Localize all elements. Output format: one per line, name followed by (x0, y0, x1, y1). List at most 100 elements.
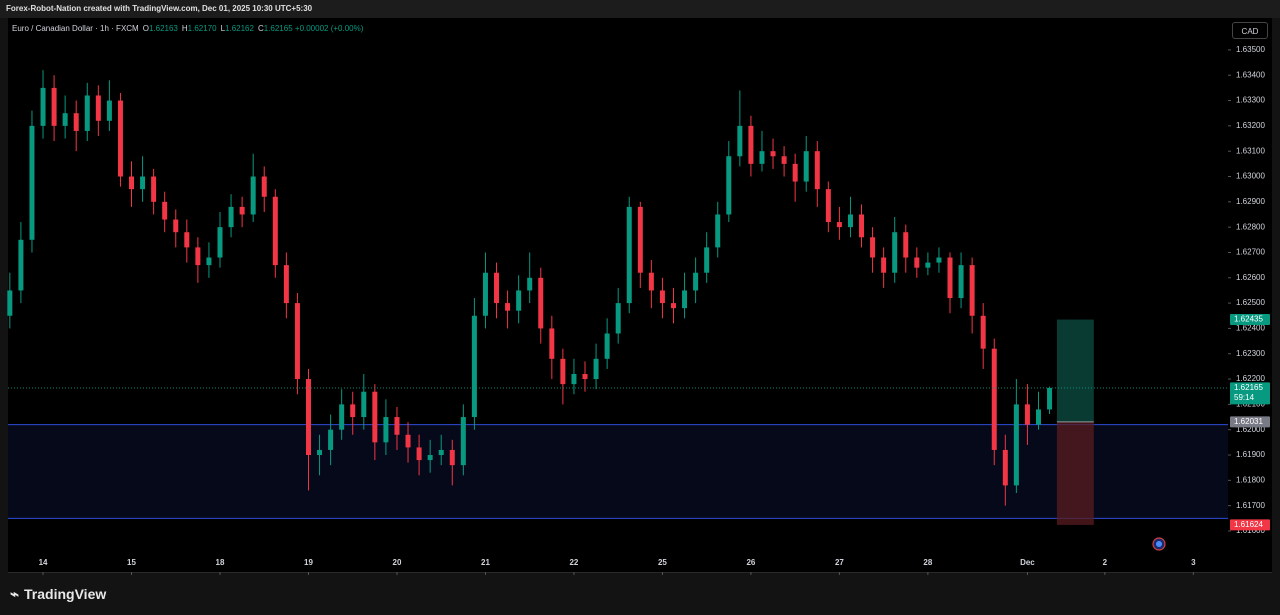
y-tick-label: 1.63300 (1236, 96, 1265, 105)
candle-body (870, 237, 876, 258)
candle-body (162, 201, 168, 220)
candle-body (936, 257, 942, 263)
x-tick-label: 2 (1103, 558, 1108, 567)
candle-body (51, 87, 57, 126)
ohlc-value: 1.62165 (263, 24, 293, 33)
candle-body (836, 222, 842, 228)
candle-body (538, 277, 544, 329)
candle-body (184, 232, 190, 248)
candle-body (106, 100, 112, 121)
candle-body (1047, 387, 1053, 410)
candle-body (294, 303, 300, 380)
candle-body (471, 315, 477, 418)
candle-body (637, 206, 643, 273)
candle-body (659, 290, 665, 304)
y-tick-label: 1.63000 (1236, 172, 1265, 181)
candle-body (317, 449, 323, 456)
y-tick-label: 1.61600 (1236, 526, 1265, 535)
x-tick-label: 28 (923, 558, 932, 567)
candle-body (903, 232, 909, 258)
y-tick-label: 1.63100 (1236, 146, 1265, 155)
entry-tag: 1.62031 (1234, 417, 1263, 426)
candle-body (261, 176, 267, 197)
candle-body (305, 379, 311, 456)
x-tick-label: 14 (39, 558, 48, 567)
x-tick-label: 15 (127, 558, 136, 567)
candle-body (958, 265, 964, 299)
candle-body (482, 272, 488, 316)
y-tick-label: 1.62800 (1236, 222, 1265, 231)
candle-body (405, 434, 411, 448)
stop-tag: 1.61624 (1234, 520, 1263, 529)
candle-body (505, 303, 511, 311)
y-tick-label: 1.61800 (1236, 475, 1265, 484)
candle-body (1013, 404, 1019, 486)
candle-body (494, 272, 500, 304)
candle-body (272, 196, 278, 266)
candle-body (648, 272, 654, 291)
candle-body (781, 156, 787, 164)
change: +0.00002 (+0.00%) (294, 24, 364, 33)
ohlc-label: O (142, 24, 149, 33)
candle-body (328, 429, 334, 450)
candle-body (449, 449, 455, 466)
y-tick-label: 1.62200 (1236, 374, 1265, 383)
candle-body (991, 348, 997, 450)
candle-body (73, 113, 79, 131)
candle-body (416, 447, 422, 461)
candle-body (151, 176, 157, 202)
candle-body (29, 125, 35, 240)
currency-button[interactable]: CAD (1232, 22, 1268, 39)
candle-body (892, 232, 898, 273)
candle-body (549, 328, 555, 359)
candle-body (140, 176, 146, 190)
candle-body (361, 391, 367, 418)
position-profit (1056, 319, 1094, 422)
candle-body (593, 358, 599, 380)
candle-body (516, 290, 522, 311)
candle-body (383, 417, 389, 443)
candle-body (881, 257, 887, 273)
candle-body (859, 214, 865, 238)
candle-body (947, 257, 953, 299)
candle-body (460, 417, 466, 466)
last-price-tag-countdown: 59:14 (1234, 393, 1255, 402)
entry-tag-bg (1230, 416, 1270, 428)
x-tick-label: 21 (481, 558, 490, 567)
candle-body (737, 125, 743, 157)
y-tick-label: 1.62500 (1236, 298, 1265, 307)
candle-body (925, 262, 931, 268)
candle-body (283, 265, 289, 304)
x-tick-label: 19 (304, 558, 313, 567)
candle-body (95, 95, 101, 121)
price-axis (1228, 18, 1272, 572)
x-tick-label: 20 (393, 558, 402, 567)
candle-body (372, 391, 378, 443)
y-tick-label: 1.63200 (1236, 121, 1265, 130)
candle-body (206, 257, 212, 266)
target-tag: 1.62435 (1234, 315, 1263, 324)
y-tick-label: 1.61900 (1236, 450, 1265, 459)
brand: TradingView (24, 586, 107, 602)
stop-tag-bg (1230, 519, 1270, 531)
candle-body (195, 247, 201, 266)
candle-body (615, 303, 621, 334)
candle-body (582, 373, 588, 380)
candle-body (980, 315, 986, 349)
symbol: Euro / Canadian Dollar · 1h · FXCM (12, 24, 139, 33)
position-loss (1056, 421, 1094, 525)
x-tick-label: 26 (746, 558, 755, 567)
candle-body (40, 87, 46, 126)
candle-body (427, 455, 433, 461)
candle-body (438, 449, 444, 456)
candle-body (239, 206, 245, 215)
candle-body (969, 265, 975, 316)
candle-body (129, 176, 135, 190)
y-tick-label: 1.62000 (1236, 425, 1265, 434)
candle-body (792, 163, 798, 182)
candle-body (803, 151, 809, 182)
target-tag-bg (1230, 314, 1270, 326)
event-icon-dot (1156, 541, 1162, 547)
